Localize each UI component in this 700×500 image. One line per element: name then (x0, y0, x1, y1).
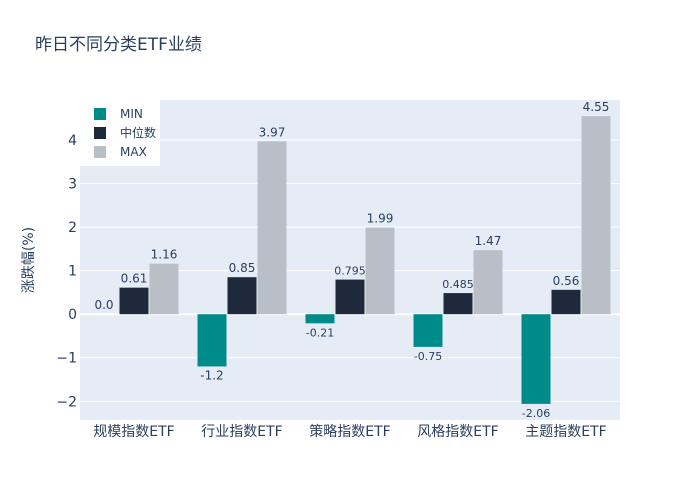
bar (581, 116, 611, 315)
legend-background (80, 100, 160, 166)
y-tick-label: 3 (68, 177, 77, 193)
y-tick-label: 4 (68, 133, 77, 149)
bar (473, 250, 503, 315)
y-tick-label: −2 (56, 394, 77, 410)
data-label: -0.21 (306, 326, 334, 339)
data-label: -0.75 (414, 350, 442, 363)
data-label: 0.61 (121, 272, 148, 286)
data-label: -2.06 (522, 407, 550, 420)
data-label: 0.85 (229, 261, 256, 275)
legend-swatch (94, 108, 106, 120)
y-tick-label: 1 (68, 264, 77, 280)
bar (197, 314, 227, 367)
x-tick-label: 行业指数ETF (201, 424, 282, 440)
bar (521, 314, 551, 404)
data-label: 3.97 (259, 125, 286, 139)
bar (365, 227, 395, 315)
data-label: 1.16 (151, 248, 178, 262)
x-tick-label: 主题指数ETF (525, 424, 606, 440)
x-tick-label: 风格指数ETF (417, 424, 498, 440)
x-tick-label: 策略指数ETF (309, 423, 390, 440)
bar (305, 314, 335, 324)
y-tick-label: 2 (68, 220, 77, 236)
bar-median (443, 293, 473, 315)
bar (149, 263, 179, 315)
bar-median (227, 277, 257, 315)
legend-swatch (94, 146, 106, 158)
bar (257, 141, 287, 315)
data-label: -1.2 (200, 368, 223, 382)
bar-median (551, 289, 581, 315)
y-tick-label: −1 (56, 351, 77, 367)
data-label: 1.47 (475, 234, 502, 248)
x-tick-label: 规模指数ETF (93, 424, 174, 440)
legend-label: 中位数 (120, 125, 156, 140)
data-label: 0.56 (553, 274, 580, 288)
legend-label: MAX (120, 145, 147, 159)
bar-median (335, 279, 365, 315)
chart-title: 昨日不同分类ETF业绩 (35, 35, 202, 55)
data-label: 0.0 (94, 298, 113, 312)
data-label: 0.795 (334, 265, 366, 278)
y-tick-label: 0 (68, 307, 77, 323)
data-label: 0.485 (442, 278, 474, 291)
data-label: 1.99 (367, 212, 394, 226)
data-label: 4.55 (583, 100, 610, 114)
legend-swatch (94, 127, 106, 139)
legend: MIN 中位数 MAX (80, 100, 160, 166)
y-axis-title: 涨跌幅(%) (21, 227, 37, 293)
bar (413, 314, 443, 347)
legend-label: MIN (120, 107, 143, 121)
plot-area (80, 100, 620, 420)
bar-median (119, 287, 149, 315)
